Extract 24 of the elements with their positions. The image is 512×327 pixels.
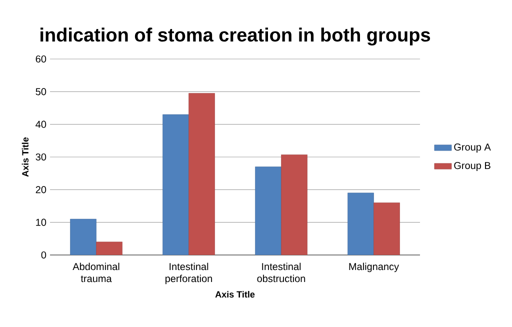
x-tick-label: Abdominal trauma xyxy=(72,262,120,282)
legend-label: Group B xyxy=(454,162,490,172)
y-tick-label: 40 xyxy=(36,120,46,128)
y-tick-label: 60 xyxy=(36,55,46,63)
y-tick-label: 20 xyxy=(36,186,46,194)
bar xyxy=(162,114,189,255)
bar xyxy=(348,192,374,255)
y-axis-title: Axis Title xyxy=(22,137,28,177)
y-tick-label: 50 xyxy=(36,88,46,96)
y-tick-label: 0 xyxy=(41,251,46,259)
bar xyxy=(374,202,400,255)
bar xyxy=(70,218,96,255)
y-tick-label: 10 xyxy=(36,218,46,226)
x-tick-label: Intestinal obstruction xyxy=(257,262,306,282)
x-axis-title: Axis Title xyxy=(215,290,255,298)
x-tick-label: Intestinal perforation xyxy=(165,262,212,284)
bar xyxy=(255,166,282,255)
chart-title: indication of stoma creation in both groups xyxy=(40,28,430,46)
legend-label: Group A xyxy=(454,144,491,153)
bar xyxy=(96,242,122,255)
bar xyxy=(281,154,308,255)
x-tick-label: Malignancy xyxy=(349,262,400,272)
bar xyxy=(188,93,215,255)
y-tick-label: 30 xyxy=(36,153,46,161)
